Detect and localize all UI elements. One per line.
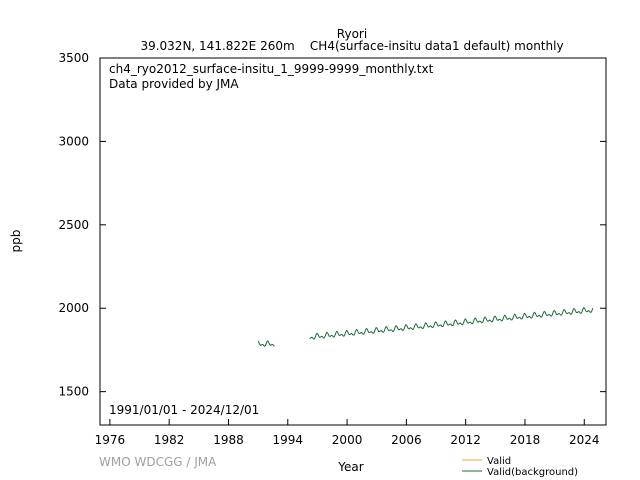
x-tick-label-8: 2024	[569, 433, 600, 447]
x-axis-label: Year	[337, 460, 363, 474]
legend: Valid Valid(background)	[462, 456, 578, 478]
x-tick-label-2: 1988	[213, 433, 244, 447]
credit-text: WMO WDCGG / JMA	[99, 455, 217, 469]
legend-label-background: Valid(background)	[487, 467, 578, 478]
y-axis-label: ppb	[9, 230, 23, 253]
x-tick-label-3: 1994	[273, 433, 304, 447]
plot-frame	[99, 57, 607, 426]
series-1-line-segment-1	[309, 306, 594, 340]
y-tick-label-0: 1500	[58, 385, 89, 399]
x-axis: 1976 1982 1988 1994 2000 2006 2012 2018 2024	[95, 419, 600, 447]
x-tick-label-1: 1982	[154, 433, 185, 447]
plot-area: 1500 2000 2500 3000 3500 1976 1982 1988 1994 200…	[58, 51, 607, 447]
x-tick-label-5: 2006	[391, 433, 422, 447]
date-range-label: 1991/01/01 - 2024/12/01	[109, 403, 259, 417]
y-axis: 1500 2000 2500 3000 3500	[58, 51, 606, 399]
chart-title: Ryori	[337, 27, 367, 41]
x-tick-label-0: 1976	[95, 433, 126, 447]
legend-label-valid: Valid	[487, 456, 511, 467]
series-layer	[257, 306, 594, 348]
file-label: ch4_ryo2012_surface-insitu_1_9999-9999_m…	[109, 62, 434, 76]
x-tick-label-7: 2018	[510, 433, 541, 447]
series-1-line-segment-0	[257, 340, 275, 348]
x-tick-label-4: 2000	[332, 433, 363, 447]
provider-label: Data provided by JMA	[109, 77, 239, 91]
y-tick-label-3: 3000	[58, 134, 89, 148]
x-tick-label-6: 2012	[450, 433, 481, 447]
y-tick-label-4: 3500	[58, 51, 89, 65]
chart-subtitle: 39.032N, 141.822E 260m CH4(surface-insit…	[140, 39, 563, 53]
y-tick-label-1: 2000	[58, 301, 89, 315]
y-tick-label-2: 2500	[58, 218, 89, 232]
